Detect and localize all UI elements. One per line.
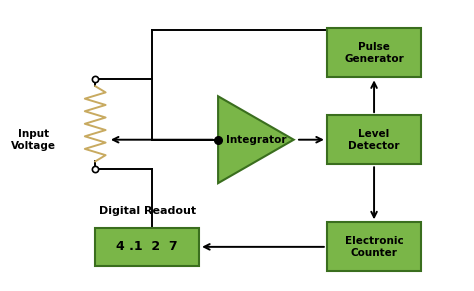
Polygon shape xyxy=(218,96,294,183)
Text: Electronic
Counter: Electronic Counter xyxy=(345,236,403,258)
Text: Input
Voltage: Input Voltage xyxy=(11,129,56,150)
Bar xyxy=(327,28,421,77)
Text: 4 .1  2  7: 4 .1 2 7 xyxy=(117,240,178,253)
Bar xyxy=(327,222,421,272)
Text: Pulse
Generator: Pulse Generator xyxy=(344,42,404,64)
Text: Integrator: Integrator xyxy=(226,135,286,145)
Bar xyxy=(327,115,421,164)
Bar xyxy=(95,228,199,266)
Text: Digital Readout: Digital Readout xyxy=(99,206,196,217)
Text: Level
Detector: Level Detector xyxy=(348,129,400,150)
